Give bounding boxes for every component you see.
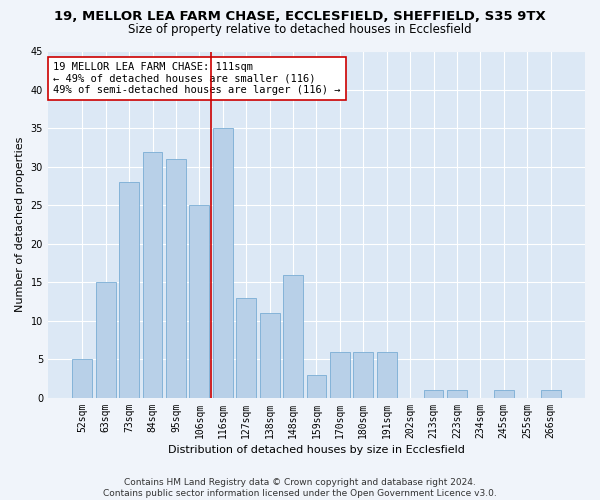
Bar bbox=[236, 298, 256, 398]
Bar bbox=[307, 375, 326, 398]
Bar bbox=[143, 152, 163, 398]
Bar bbox=[447, 390, 467, 398]
Bar bbox=[73, 360, 92, 398]
Bar bbox=[260, 314, 280, 398]
Bar bbox=[119, 182, 139, 398]
Bar bbox=[541, 390, 560, 398]
Bar bbox=[190, 206, 209, 398]
Bar bbox=[353, 352, 373, 398]
Bar bbox=[166, 160, 186, 398]
Bar bbox=[330, 352, 350, 398]
Text: Contains HM Land Registry data © Crown copyright and database right 2024.
Contai: Contains HM Land Registry data © Crown c… bbox=[103, 478, 497, 498]
Bar bbox=[96, 282, 116, 398]
Bar bbox=[377, 352, 397, 398]
Bar bbox=[424, 390, 443, 398]
Bar bbox=[494, 390, 514, 398]
Bar bbox=[283, 275, 303, 398]
Y-axis label: Number of detached properties: Number of detached properties bbox=[15, 137, 25, 312]
Text: Size of property relative to detached houses in Ecclesfield: Size of property relative to detached ho… bbox=[128, 22, 472, 36]
Bar bbox=[213, 128, 233, 398]
X-axis label: Distribution of detached houses by size in Ecclesfield: Distribution of detached houses by size … bbox=[168, 445, 465, 455]
Text: 19 MELLOR LEA FARM CHASE: 111sqm
← 49% of detached houses are smaller (116)
49% : 19 MELLOR LEA FARM CHASE: 111sqm ← 49% o… bbox=[53, 62, 341, 95]
Text: 19, MELLOR LEA FARM CHASE, ECCLESFIELD, SHEFFIELD, S35 9TX: 19, MELLOR LEA FARM CHASE, ECCLESFIELD, … bbox=[54, 10, 546, 23]
